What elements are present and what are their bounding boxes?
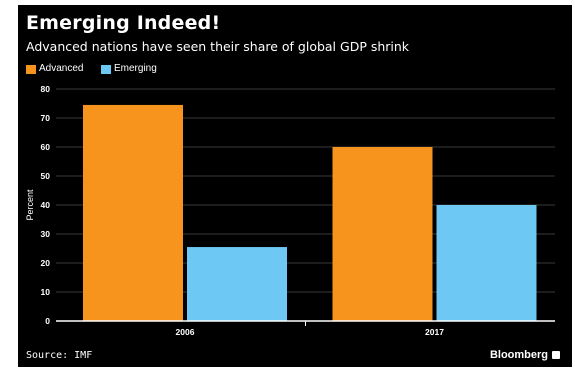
chart-title: Emerging Indeed! [26,12,221,34]
y-tick-label: 50 [41,171,51,181]
x-tick-label: 2017 [425,327,444,337]
bar-chart: 0 10 20 30 40 50 60 70 80 Percent 2006 2017 [25,84,555,337]
source-note: Source: IMF [26,350,93,361]
brand-name: Bloomberg [489,349,548,361]
x-tick-label: 2006 [176,327,195,337]
y-tick-label: 20 [41,258,51,268]
legend-label-advanced: Advanced [39,63,84,74]
legend-swatch-emerging [101,65,111,74]
bar-advanced-2017 [332,147,433,321]
legend-swatch-advanced [26,65,36,74]
y-tick-label: 30 [41,229,51,239]
y-tick-label: 80 [41,84,51,94]
y-tick-label: 0 [45,316,50,326]
chart-frame: Emerging Indeed! Advanced nations have s… [18,5,572,367]
brand-square-icon [552,351,560,359]
bar-emerging-2006 [187,247,287,321]
legend-label-emerging: Emerging [114,63,157,74]
chart-subtitle: Advanced nations have seen their share o… [26,39,410,54]
bar-advanced-2006 [83,104,183,321]
y-tick-label: 60 [41,142,51,152]
y-tick-label: 10 [41,287,51,297]
y-tick-label: 70 [41,113,51,123]
bar-emerging-2017 [436,205,537,321]
brand-logo: Bloomberg [490,349,560,361]
y-tick-label: 40 [41,200,51,210]
y-axis-label: Percent [25,189,35,221]
